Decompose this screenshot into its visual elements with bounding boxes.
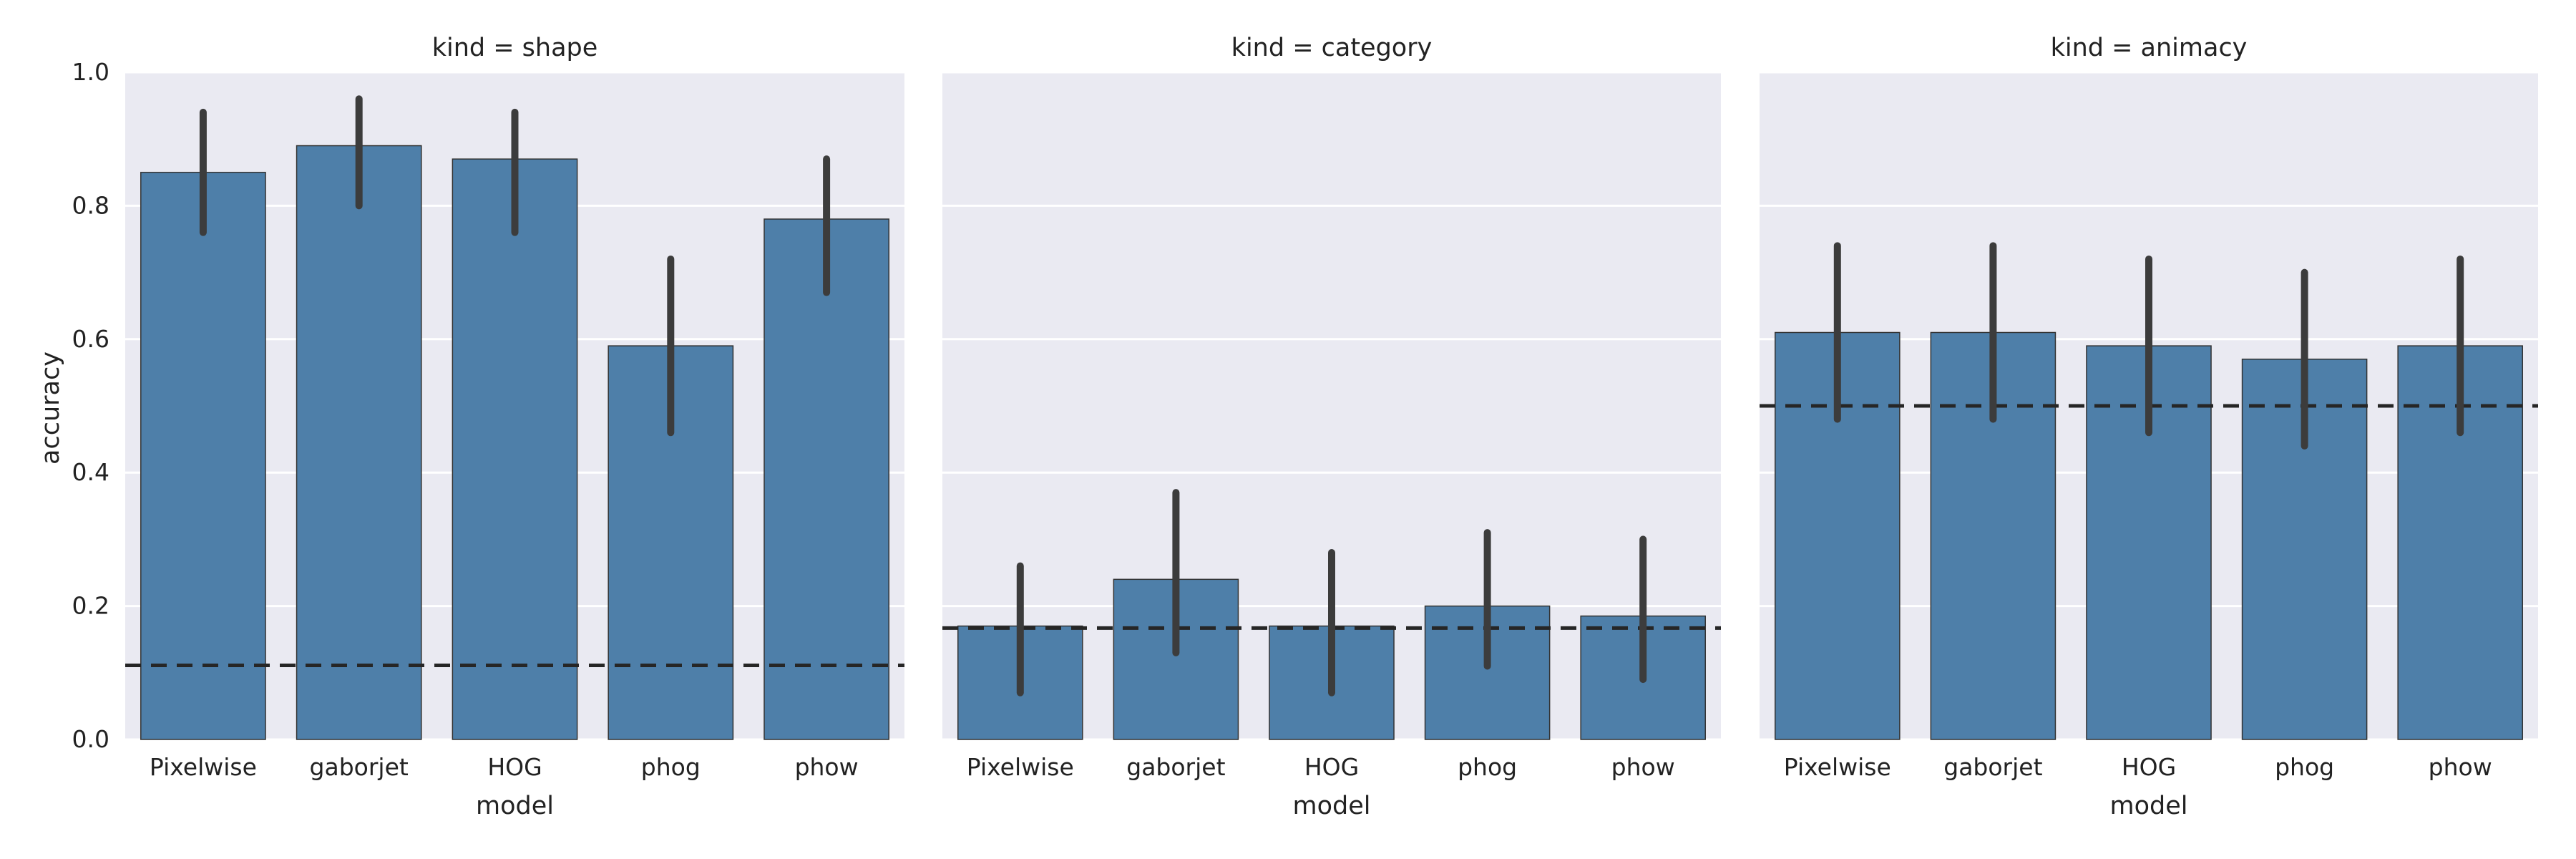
panel-title: kind = shape [432,34,598,62]
x-tick-label: phow [795,753,859,781]
x-axis-label: model [476,792,554,820]
x-tick-label: HOG [2122,753,2176,781]
y-tick-label: 0.6 [72,325,109,353]
x-tick-label: phow [1611,753,1675,781]
x-tick-label: phog [1458,753,1517,781]
x-tick-label: phow [2429,753,2492,781]
y-tick-label: 0.2 [72,592,109,620]
x-tick-label: gaborjet [1126,753,1225,781]
x-tick-label: gaborjet [1943,753,2042,781]
x-tick-label: phog [641,753,701,781]
x-tick-label: phog [2275,753,2334,781]
y-tick-label: 0.4 [72,458,109,486]
panel-title: kind = animacy [2051,34,2248,62]
y-tick-label: 0.0 [72,725,109,753]
x-axis-label: model [2110,792,2188,820]
y-tick-label: 1.0 [72,58,109,86]
x-tick-label: Pixelwise [967,753,1074,781]
x-tick-label: HOG [487,753,542,781]
y-tick-label: 0.8 [72,191,109,219]
x-tick-label: Pixelwise [150,753,257,781]
bar [763,218,889,740]
bar [296,145,422,740]
bar [140,172,266,740]
x-axis-label: model [1293,792,1371,820]
panel-title: kind = category [1231,34,1433,62]
x-tick-label: HOG [1304,753,1359,781]
x-tick-label: Pixelwise [1784,753,1891,781]
x-tick-label: gaborjet [310,753,409,781]
y-axis-label: accuracy [36,351,65,465]
bar [452,158,578,740]
